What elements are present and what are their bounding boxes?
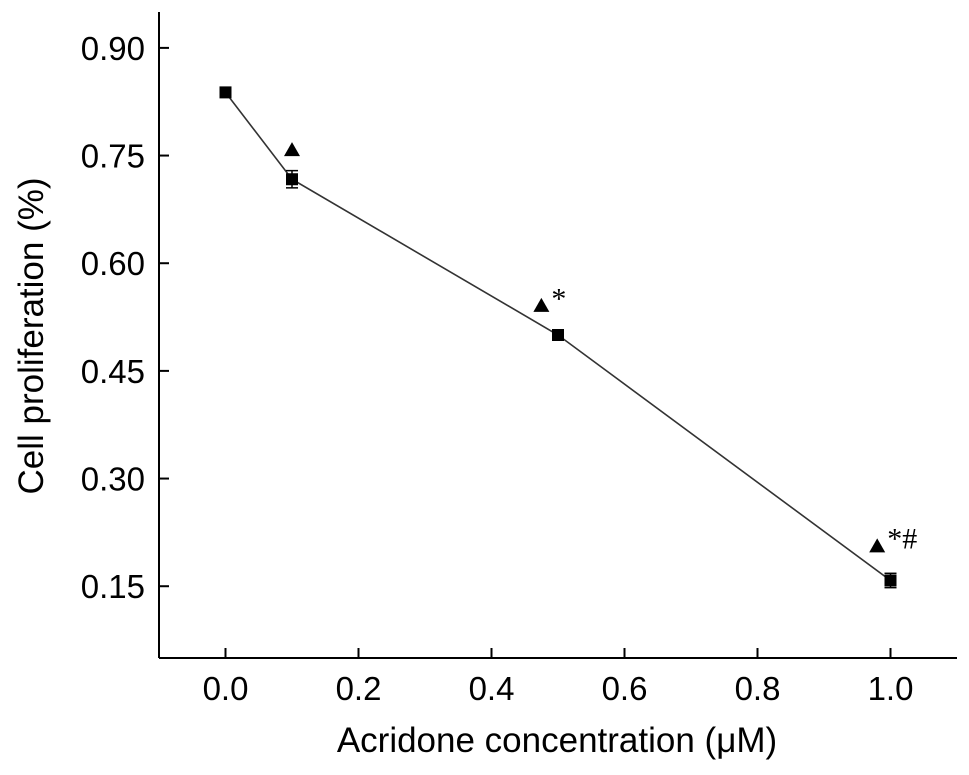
- axes: [158, 12, 957, 659]
- x-tick-label: 0.2: [336, 670, 382, 707]
- square-point: [884, 574, 897, 587]
- square-point: [552, 329, 564, 341]
- significance-annotation: *#: [887, 523, 917, 556]
- y-axis-label: Cell proliferation (%): [12, 177, 51, 494]
- y-tick-label: 0.75: [81, 138, 145, 175]
- y-tick-label: 0.90: [81, 30, 145, 67]
- significance-annotation: *: [551, 282, 566, 315]
- square-point: [219, 86, 232, 99]
- y-tick-label: 0.45: [81, 353, 145, 390]
- triangle-point: [533, 297, 550, 312]
- y-tick-label: 0.30: [81, 461, 145, 498]
- x-tick-label: 0.6: [602, 670, 648, 707]
- x-tick-label: 0.8: [735, 670, 781, 707]
- triangle-point: [869, 538, 886, 553]
- x-ticks: 0.0 0.2 0.4 0.6 0.8 1.0: [203, 648, 914, 707]
- x-tick-label: 0.0: [203, 670, 249, 707]
- series-layer: * *#: [219, 86, 917, 589]
- y-ticks: 0.15 0.30 0.45 0.60 0.75 0.90: [81, 30, 169, 605]
- x-tick-label: 1.0: [868, 670, 914, 707]
- y-tick-label: 0.15: [81, 568, 145, 605]
- x-axis-label: Acridone concentration (μM): [337, 721, 777, 760]
- y-tick-label: 0.60: [81, 245, 145, 282]
- series-line: [224, 91, 891, 582]
- x-tick-label: 0.4: [469, 670, 515, 707]
- triangle-point: [284, 142, 300, 157]
- square-point: [286, 173, 298, 186]
